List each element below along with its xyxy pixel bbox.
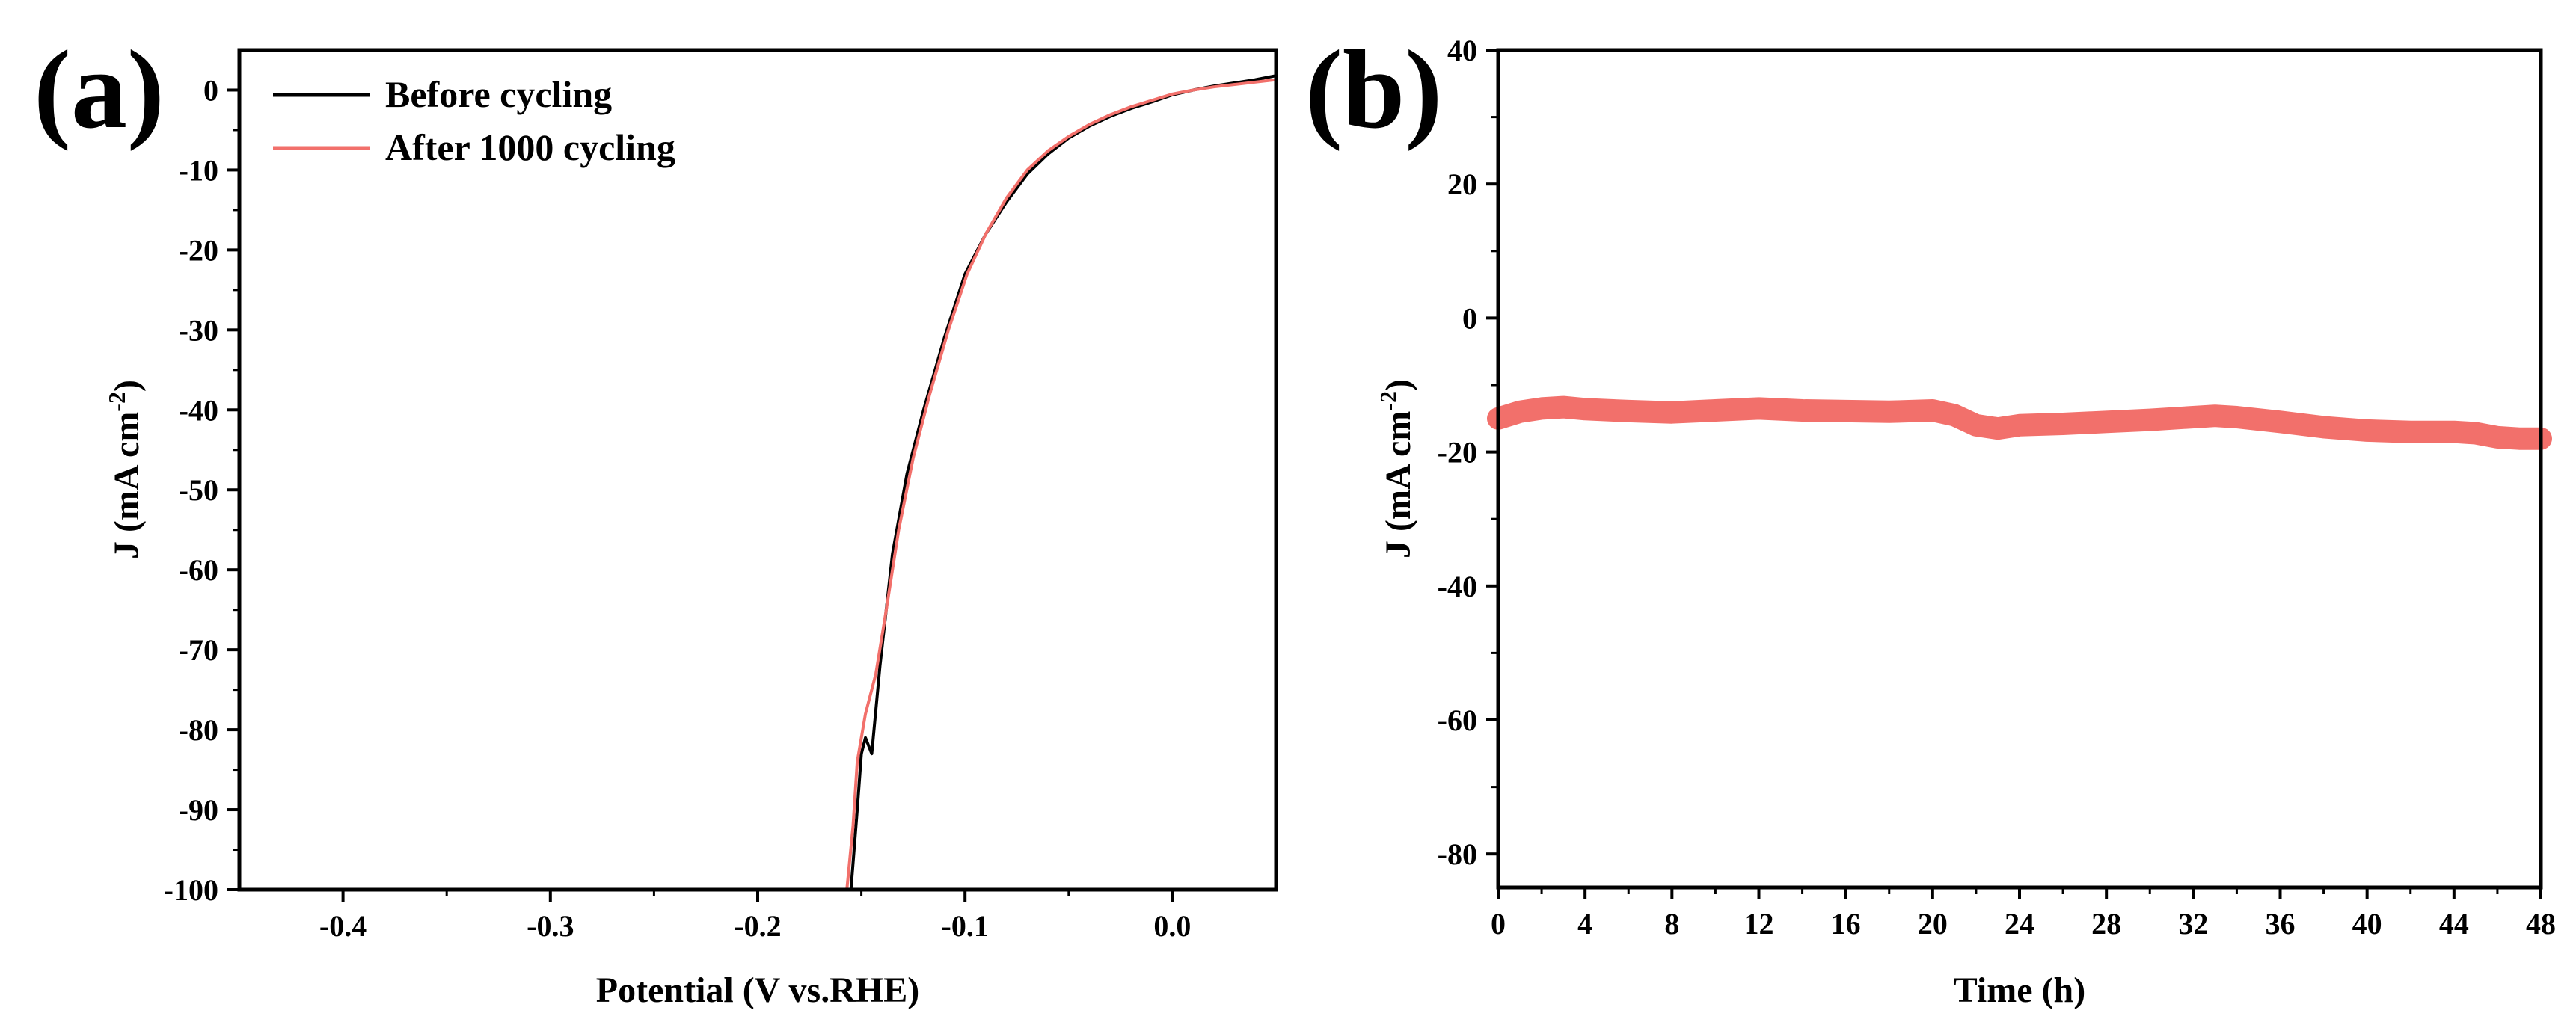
panel-a-label: (a): [34, 28, 165, 152]
panel-a-x-axis-title: Potential (V vs.RHE): [596, 970, 919, 1010]
panel-b-x-tick-label: 28: [2091, 907, 2121, 941]
panel-a-legend: Before cycling After 1000 cycling: [273, 73, 675, 168]
panel-b-y-tick-label: -40: [1438, 570, 1477, 603]
panel-a-y-tick-label: -10: [179, 153, 218, 187]
panel-b-x-tick-label: 32: [2178, 907, 2208, 941]
panel-a-y-tick-label: -60: [179, 553, 218, 587]
panel-a-x-tick-label: -0.3: [527, 909, 574, 943]
panel-b-y-axis-title-end: ): [1379, 379, 1418, 391]
panel-b-y-axis-title-main: J (mA cm: [1379, 411, 1418, 558]
panel-a-x-tick-label: -0.4: [319, 909, 367, 943]
panel-b-y-tick-label: 40: [1447, 34, 1477, 67]
panel-b-y-tick-label: -80: [1438, 837, 1477, 871]
panel-a-y-tick-label: -90: [179, 793, 218, 827]
panel-b-x-tick-label: 20: [1918, 907, 1948, 941]
panel-b-ticks: [1486, 49, 2542, 899]
panel-b-series: [1487, 395, 2552, 450]
panel-a-y-tick-label: -100: [164, 873, 218, 907]
panel-a-series-line-0: [849, 74, 1278, 891]
panel-b-x-tick-label: 0: [1491, 907, 1506, 941]
panel-b-series-line-0: [1487, 395, 2552, 450]
legend-after-cycling-label: After 1000 cycling: [385, 126, 675, 168]
panel-a-x-tick-label: -0.2: [734, 909, 781, 943]
panel-a-y-axis-title-sup: -2: [103, 392, 130, 412]
panel-a-y-tick-label: -50: [179, 473, 218, 507]
panel-b-plot-frame: [1496, 48, 2543, 890]
panel-a-x-tick-label: 0.0: [1153, 909, 1191, 943]
panel-a-y-tick-label: -30: [179, 313, 218, 347]
panel-b-y-axis-title: J (mA cm-2): [1375, 379, 1418, 558]
panel-a-y-tick-label: -20: [179, 233, 218, 267]
panel-b-y-tick-label: -20: [1438, 436, 1477, 470]
panel-b-y-tick-label: 20: [1447, 167, 1477, 201]
panel-a-ticks: [227, 88, 1174, 902]
panel-a-chart: (a) -0.4 -0.3 -0.2 -0.1 0.00-10-20-30-40-50-…: [34, 28, 1278, 1010]
panel-a-plot-frame: [237, 48, 1278, 892]
panel-a-y-tick-label: -80: [179, 713, 218, 747]
panel-a-y-axis-title: J (mA cm-2): [103, 380, 147, 559]
panel-b-y-tick-label: -60: [1438, 704, 1477, 737]
panel-b-x-tick-label: 4: [1577, 907, 1592, 941]
panel-a-x-tick-label: -0.1: [942, 909, 989, 943]
panel-b-chart: (b) 0 4 8 12 16 20 24 28 32 36 40 44 4840200-20-40-6…: [1305, 28, 2556, 1010]
panel-a-tick-labels: -0.4 -0.3 -0.2 -0.1 0.0 0 -10 -20 -30 -40 -50 -60 -7…: [164, 73, 1192, 943]
panel-a-series: [845, 74, 1278, 891]
panel-b-x-tick-label: 16: [1831, 907, 1861, 941]
panel-b-x-tick-label: 24: [2005, 907, 2034, 941]
panel-b-x-axis-title: Time (h): [1954, 970, 2085, 1010]
panel-a-y-tick-label: -40: [179, 393, 218, 427]
panel-b-x-tick-label: 40: [2352, 907, 2382, 941]
panel-b-x-tick-label: 36: [2266, 907, 2296, 941]
panel-b-label: (b): [1305, 28, 1442, 152]
panel-b-y-tick-label: 0: [1462, 301, 1477, 335]
panel-b-x-tick-label: 48: [2526, 907, 2556, 941]
panel-a-y-tick-label: 0: [203, 73, 218, 107]
panel-a-y-tick-label: -70: [179, 633, 218, 667]
panel-b-y-axis-title-sup: -2: [1375, 391, 1402, 411]
panel-b-x-tick-label: 12: [1744, 907, 1774, 941]
legend-before-cycling-label: Before cycling: [385, 73, 612, 115]
panel-a-y-axis-title-main: J (mA cm: [107, 412, 147, 559]
panel-a-series-line-1: [845, 78, 1278, 891]
panel-b-x-tick-label: 8: [1664, 907, 1679, 941]
panel-b-x-tick-label: 44: [2439, 907, 2469, 941]
panel-a-y-axis-title-end: ): [107, 380, 147, 392]
